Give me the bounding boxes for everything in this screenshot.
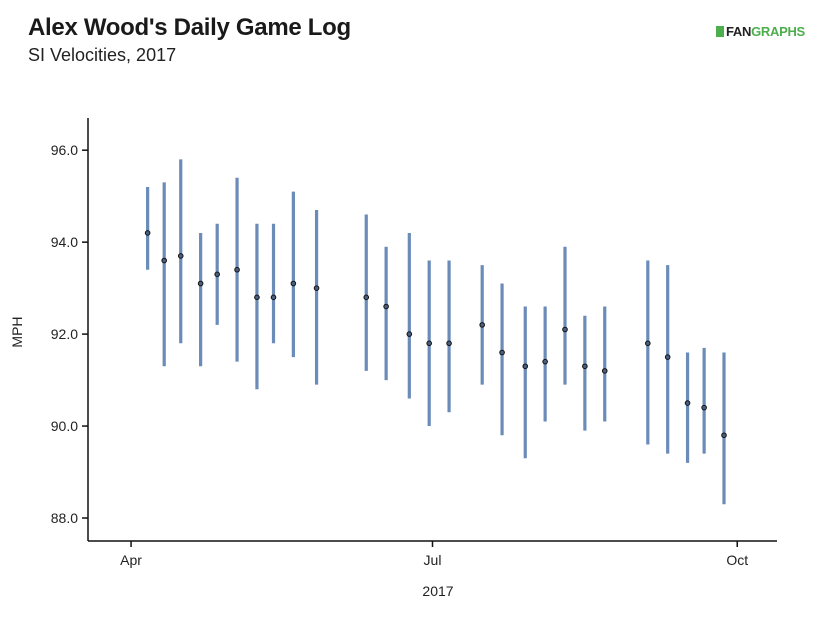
average-velocity-point (582, 363, 588, 370)
average-velocity-point (426, 340, 432, 347)
chart-title: Alex Wood's Daily Game Log (28, 14, 351, 41)
average-velocity-point (161, 257, 167, 264)
y-axis: 88.0 90.0 92.0 94.0 96.0 MPH (9, 118, 89, 541)
average-velocity-point (522, 363, 529, 370)
average-velocity-point (664, 354, 671, 360)
fangraphs-logo-icon (716, 26, 724, 37)
y-tick-label: 96.0 (51, 142, 78, 158)
velocity-range-bars (146, 159, 726, 505)
brand-graphs-text: GRAPHS (751, 24, 805, 39)
average-velocity-point (406, 331, 413, 337)
x-axis-ticks: Apr Jul Oct (120, 541, 748, 568)
x-tick-label: Jul (424, 552, 442, 568)
average-velocity-point (214, 271, 220, 278)
y-tick-label: 92.0 (51, 326, 78, 342)
x-axis-label: 2017 (422, 583, 453, 599)
x-tick-label: Oct (726, 552, 748, 568)
average-velocity-point (144, 230, 151, 236)
y-axis-ticks: 88.0 90.0 92.0 94.0 96.0 (51, 142, 88, 526)
average-velocity-point (290, 280, 297, 287)
x-axis: Apr Jul Oct 2017 (88, 540, 777, 599)
average-velocity-point (684, 400, 691, 406)
average-velocity-point (721, 432, 727, 439)
fangraphs-logo[interactable]: FANGRAPHS (716, 24, 805, 39)
average-velocity-point (363, 294, 370, 301)
average-velocity-point (601, 368, 608, 374)
average-velocity-point (234, 266, 240, 273)
average-velocity-point (313, 285, 320, 291)
y-tick-label: 88.0 (51, 510, 78, 526)
average-velocity-point (701, 404, 707, 411)
y-tick-label: 94.0 (51, 234, 78, 250)
average-velocity-point (197, 280, 204, 287)
average-velocity-point (177, 253, 184, 259)
average-velocity-point (562, 326, 568, 333)
average-velocity-points (144, 230, 727, 439)
x-tick-label: Apr (120, 552, 142, 568)
brand-fan-text: FAN (726, 24, 752, 39)
average-velocity-point (499, 349, 505, 356)
chart-subtitle: SI Velocities, 2017 (28, 45, 177, 65)
average-velocity-point (446, 340, 452, 347)
average-velocity-point (645, 340, 651, 347)
average-velocity-point (270, 294, 277, 301)
average-velocity-point (254, 294, 260, 301)
y-axis-label: MPH (9, 316, 25, 347)
average-velocity-point (479, 322, 485, 328)
average-velocity-point (383, 303, 389, 310)
y-tick-label: 90.0 (51, 418, 78, 434)
average-velocity-point (542, 358, 548, 365)
